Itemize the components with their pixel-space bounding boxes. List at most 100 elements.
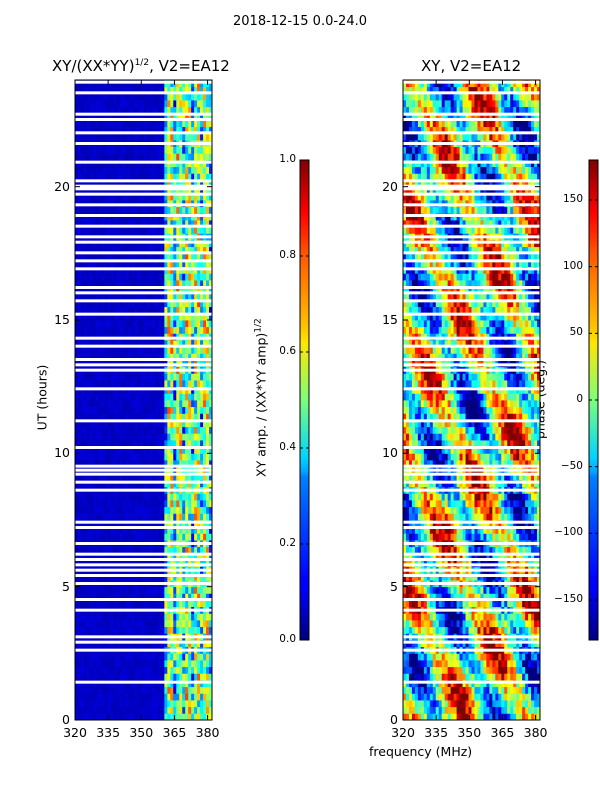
heatmap-cell [170,446,174,454]
heatmap-cell [155,406,159,414]
heatmap-cell [170,193,174,201]
heatmap-cell [161,706,165,714]
flagged-row [75,363,212,367]
heatmap-cell [83,500,88,508]
heatmap-cell [83,593,88,601]
heatmap-cell [203,166,207,174]
heatmap-cell [411,700,416,708]
heatmap-cell [131,313,135,321]
heatmap-cell [113,173,118,181]
heatmap-cell [89,300,94,308]
heatmap-cell [173,206,177,214]
heatmap-cell [146,166,150,174]
heatmap-cell [158,206,162,214]
heatmap-cell [80,93,85,101]
heatmap-cell [131,300,135,308]
heatmap-cell [185,620,189,628]
heatmap-cell [179,313,183,321]
heatmap-cell [209,506,213,514]
heatmap-cell [480,673,484,681]
heatmap-cell [77,400,82,408]
heatmap-cell [155,320,159,328]
heatmap-cell [206,393,210,401]
heatmap-cell [107,593,112,601]
heatmap-cell [89,226,94,234]
heatmap-cell [155,553,159,561]
heatmap-cell [92,393,97,401]
heatmap-cell [113,226,118,234]
heatmap-cell [194,86,198,94]
heatmap-cell [98,500,103,508]
heatmap-cell [414,660,419,668]
heatmap-cell [185,426,189,434]
heatmap-cell [143,706,147,714]
heatmap-cell [152,706,156,714]
heatmap-cell [206,173,210,181]
heatmap-cell [125,120,130,128]
heatmap-cell [209,373,213,381]
heatmap-cell [462,686,466,694]
heatmap-cell [185,120,189,128]
heatmap-cell [95,173,100,181]
heatmap-cell [504,713,508,721]
heatmap-cell [125,380,130,388]
heatmap-cell [86,706,91,714]
heatmap-cell [77,253,82,261]
heatmap-cell [206,426,210,434]
heatmap-cell [137,693,141,701]
heatmap-cell [191,526,195,534]
heatmap-cell [125,460,130,468]
heatmap-cell [89,500,94,508]
heatmap-cell [209,446,213,454]
heatmap-cell [164,506,168,514]
heatmap-cell [122,453,127,461]
heatmap-cell [158,126,162,134]
heatmap-cell [197,326,201,334]
heatmap-cell [185,260,189,268]
heatmap-cell [176,526,180,534]
heatmap-cell [403,693,407,701]
heatmap-cell [209,146,213,154]
heatmap-cell [131,593,135,601]
heatmap-cell [209,353,213,361]
heatmap-cell [143,286,147,294]
heatmap-cell [116,220,121,228]
heatmap-cell [86,713,91,721]
heatmap-cell [104,346,109,354]
heatmap-cell [110,146,115,154]
heatmap-cell [209,86,213,94]
heatmap-cell [158,653,162,661]
heatmap-cell [194,106,198,114]
heatmap-cell [75,586,79,594]
heatmap-cell [203,660,207,668]
heatmap-cell [158,400,162,408]
heatmap-cell [203,506,207,514]
heatmap-cell [197,380,201,388]
heatmap-cell [104,93,109,101]
heatmap-cell [95,113,100,121]
heatmap-cell [188,180,192,188]
heatmap-cell [149,453,153,461]
heatmap-cell [179,93,183,101]
heatmap-cell [194,173,198,181]
heatmap-cell [125,93,130,101]
heatmap-cell [143,206,147,214]
heatmap-cell [194,553,198,561]
heatmap-cell [128,120,132,128]
heatmap-cell [92,246,97,254]
heatmap-cell [113,660,118,668]
heatmap-cell [197,473,201,481]
heatmap-cell [471,713,475,721]
heatmap-cell [170,666,174,674]
heatmap-cell [194,226,198,234]
heatmap-cell [116,460,121,468]
heatmap-cell [116,273,121,281]
heatmap-cell [143,513,147,521]
heatmap-cell [197,400,201,408]
heatmap-cell [170,260,174,268]
heatmap-cell [134,280,138,288]
heatmap-cell [89,420,94,428]
heatmap-cell [113,473,118,481]
heatmap-cell [522,706,526,714]
heatmap-cell [110,400,115,408]
